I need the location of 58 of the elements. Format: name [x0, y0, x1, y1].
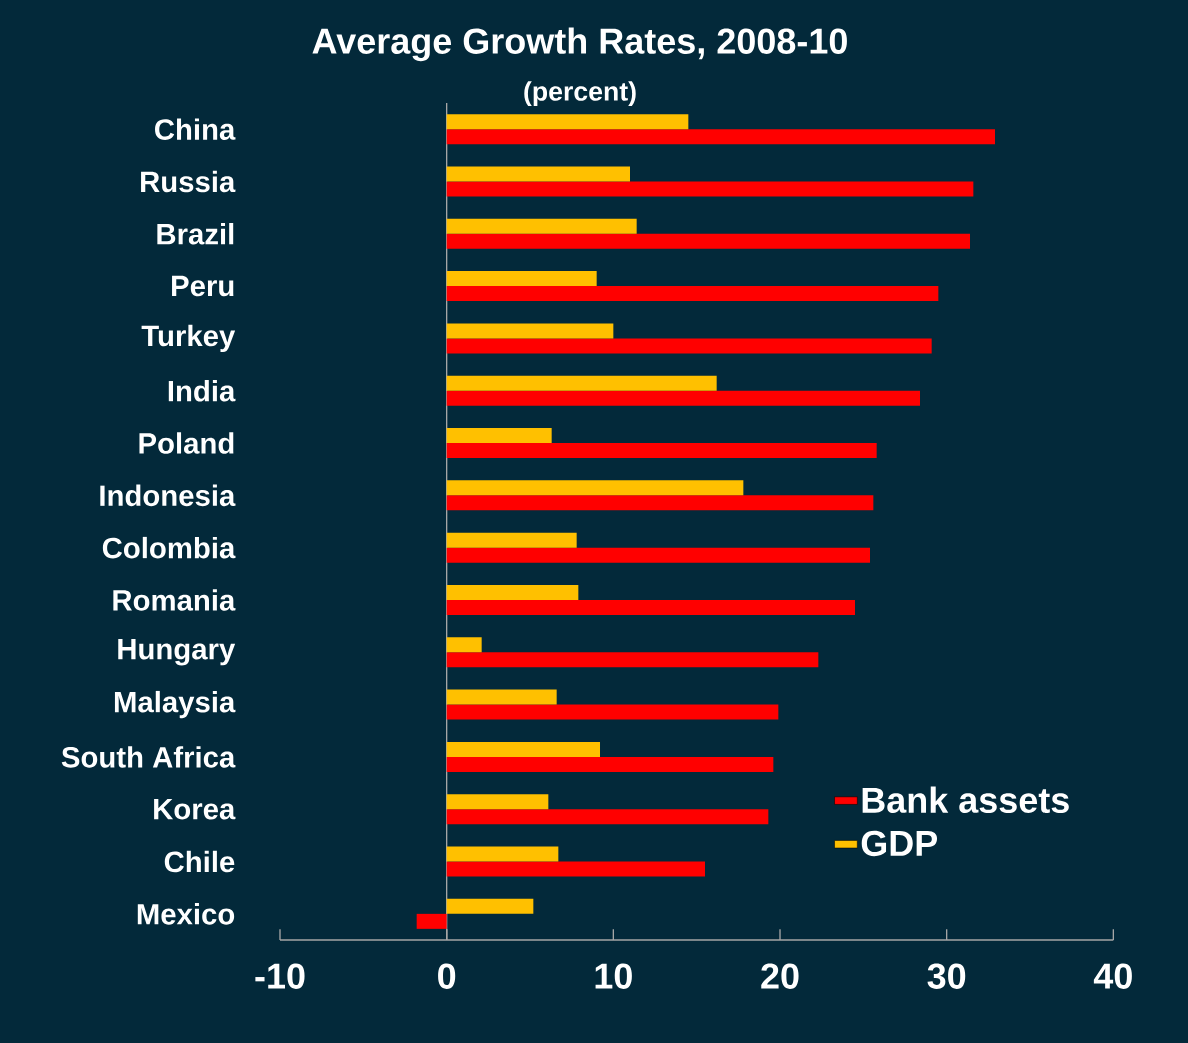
- bar: [446, 637, 482, 653]
- y-tick-label: Romania: [113, 589, 236, 611]
- x-tick-label: 20: [761, 963, 799, 989]
- bar: [446, 741, 601, 757]
- bar: [446, 652, 819, 668]
- legend-label: GDP: [861, 830, 938, 857]
- chart-title: Average Growth Rates, 2008-10: [312, 27, 847, 62]
- legend-label: Bank assets: [862, 786, 1069, 814]
- bar: [446, 495, 874, 511]
- bar: [446, 794, 549, 810]
- bar: [446, 114, 689, 130]
- bar: [446, 218, 637, 234]
- y-tick-label: South Africa: [61, 746, 236, 768]
- bar: [446, 532, 577, 548]
- bar: [446, 271, 597, 287]
- bar: [446, 390, 921, 406]
- x-tick-label: 40: [1093, 963, 1132, 989]
- bar: [446, 599, 856, 615]
- x-tick-label: 10: [595, 963, 632, 989]
- bar: [446, 547, 871, 563]
- bar: [446, 338, 932, 354]
- y-tick-label: Brazil: [157, 223, 234, 245]
- y-tick-label: Indonesia: [100, 484, 236, 507]
- bar: [446, 166, 631, 182]
- x-tick-label: 30: [927, 963, 966, 989]
- bar: [446, 443, 877, 459]
- bar: [446, 898, 534, 914]
- x-tick-label: -10: [255, 963, 305, 989]
- y-tick-label: Korea: [154, 799, 236, 820]
- bar: [446, 756, 774, 772]
- y-tick-label: Russia: [141, 170, 236, 193]
- bar: [446, 323, 614, 339]
- bar: [446, 809, 769, 825]
- chart-subtitle: (percent): [524, 81, 636, 107]
- bar: [446, 846, 559, 862]
- y-tick-label: Hungary: [118, 639, 236, 666]
- bar: [446, 129, 996, 145]
- bar: [446, 233, 971, 249]
- bar: [446, 375, 717, 391]
- bar: [446, 286, 939, 302]
- y-tick-label: India: [168, 379, 236, 402]
- y-tick-label: Turkey: [141, 324, 236, 353]
- x-tick-label: 0: [438, 963, 456, 989]
- y-tick-label: Malaysia: [114, 690, 236, 719]
- bar: [446, 584, 579, 600]
- bar: [446, 689, 557, 705]
- bar: [446, 861, 705, 877]
- y-tick-label: Chile: [164, 850, 235, 873]
- bar: [446, 428, 552, 444]
- y-tick-label: Poland: [139, 432, 234, 454]
- bar: [446, 704, 779, 720]
- y-tick-label: China: [155, 118, 236, 140]
- bar: [416, 913, 447, 929]
- y-tick-label: Mexico: [137, 903, 235, 925]
- bar: [446, 181, 974, 197]
- bar: [446, 480, 744, 496]
- y-tick-label: Colombia: [102, 536, 236, 559]
- y-tick-label: Peru: [172, 275, 234, 297]
